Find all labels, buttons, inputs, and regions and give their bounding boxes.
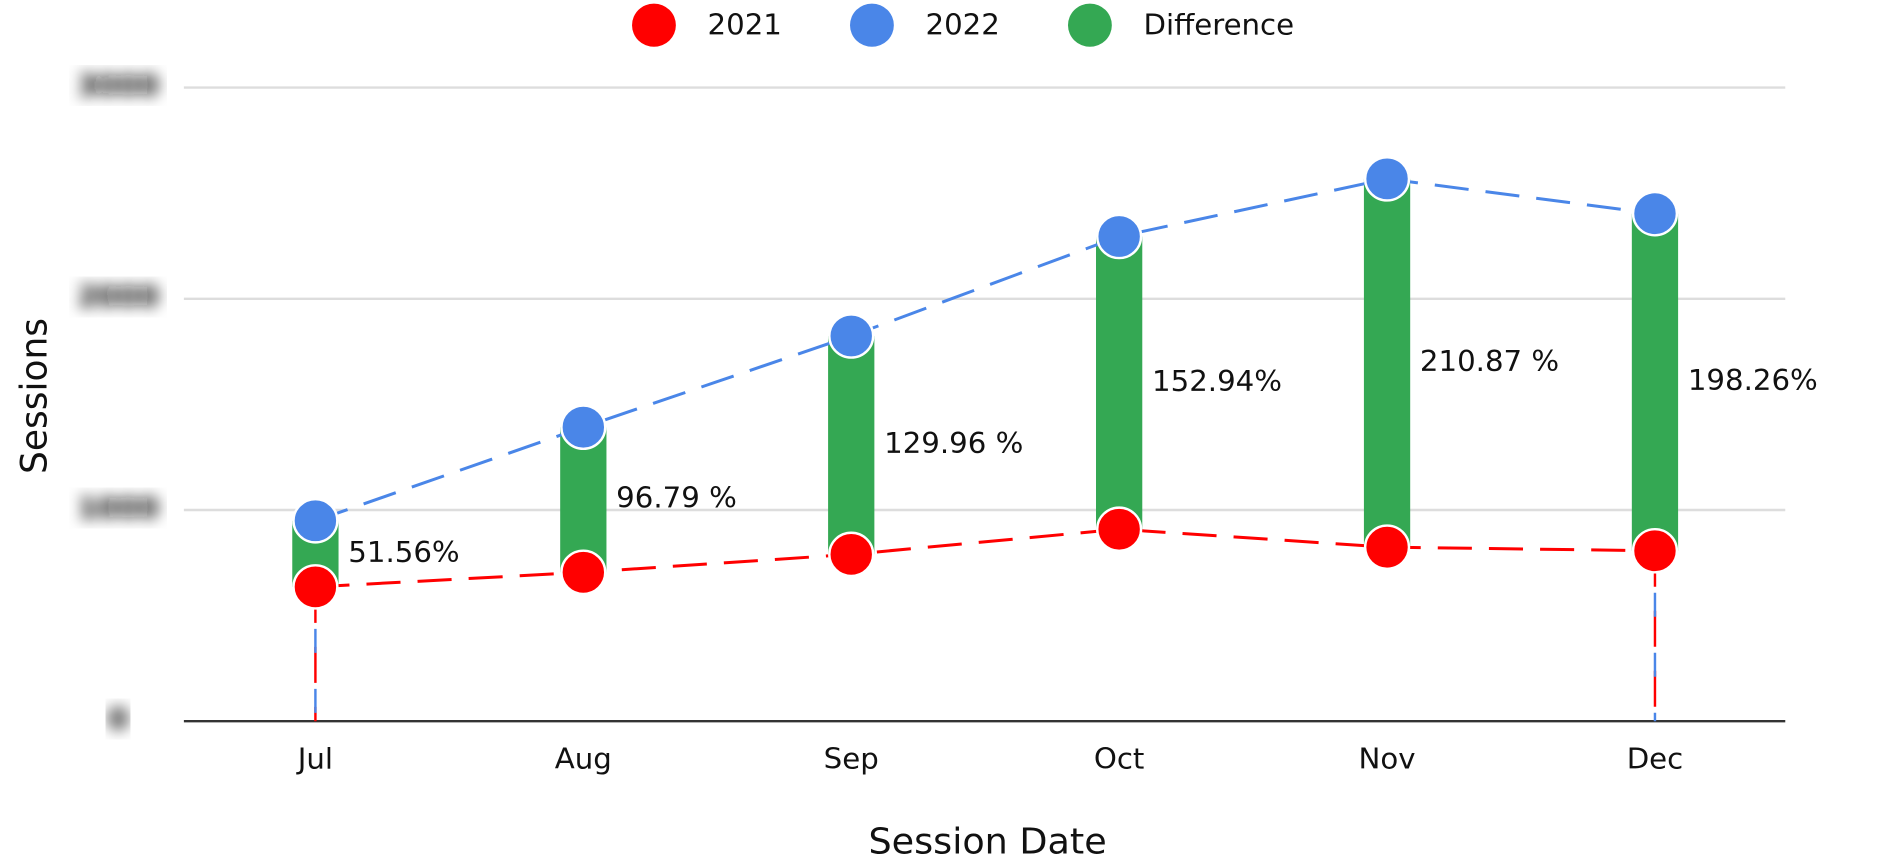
point [1096,506,1143,553]
y-tick-label: 2000 [77,280,158,314]
point [828,313,875,359]
point [1631,527,1679,574]
y-tick-label: 3000 [77,69,158,103]
point [1363,524,1411,570]
legend-label: 2022 [926,8,1000,42]
difference-bar [1631,213,1679,551]
series-line [314,177,1656,523]
point [560,404,607,451]
legend-marker [632,3,676,47]
difference-label: 96.79 % [616,481,737,515]
point [828,531,875,578]
point [292,497,339,544]
point [1631,190,1679,237]
difference-label: 198.26% [1688,363,1818,397]
difference-label: 51.56% [348,535,459,569]
difference-bar [1363,178,1411,548]
difference-bar [828,335,875,555]
difference-label: 210.87 % [1420,344,1559,378]
x-tick-label: Jul [296,742,333,776]
legend-label: 2021 [708,8,782,42]
x-tick-label: Aug [555,742,612,776]
difference-label: 152.94% [1152,364,1282,398]
legend-marker [850,3,894,47]
point [560,549,607,596]
x-axis-title: Session Date [869,820,1107,863]
point [1096,213,1143,260]
x-tick-label: Dec [1627,742,1684,776]
difference-bar [1096,236,1143,530]
legend-label: Difference [1143,8,1294,42]
difference-label: 129.96 % [884,426,1023,460]
series-line [315,527,1655,589]
x-tick-label: Oct [1094,742,1145,776]
point [1363,156,1411,202]
point [292,564,339,610]
x-tick-label: Sep [824,742,879,776]
y-tick-label: 0 [108,702,128,736]
y-tick-label: 1000 [77,491,158,525]
y-axis-title: Sessions [12,318,55,474]
legend-marker [1067,3,1112,47]
x-tick-label: Nov [1359,742,1416,776]
difference-bar [560,427,607,573]
